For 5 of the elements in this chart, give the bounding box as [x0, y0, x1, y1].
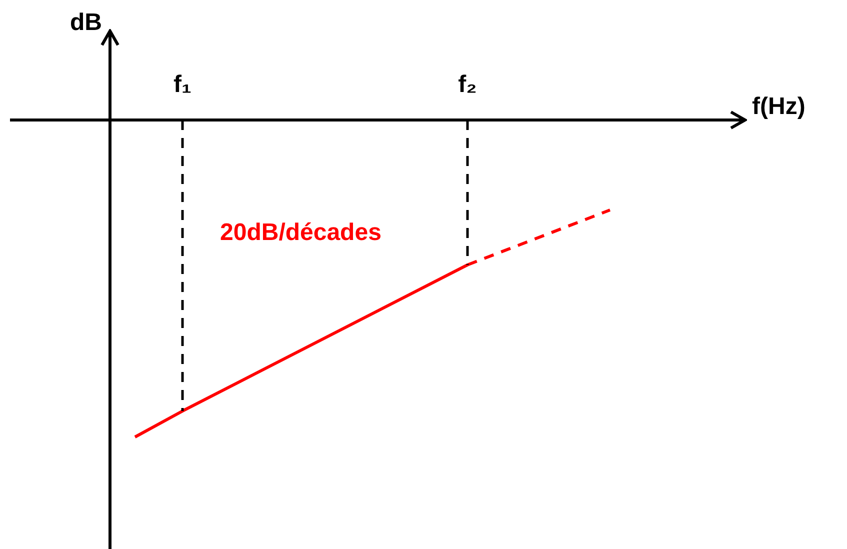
annotation: 20dB/décades [220, 219, 382, 246]
x-tick-label: f₂ [458, 71, 477, 98]
x-tick-label: f₁ [174, 71, 192, 98]
y-axis-title: dB [70, 9, 102, 36]
x-axis-title: f(Hz) [752, 93, 806, 120]
